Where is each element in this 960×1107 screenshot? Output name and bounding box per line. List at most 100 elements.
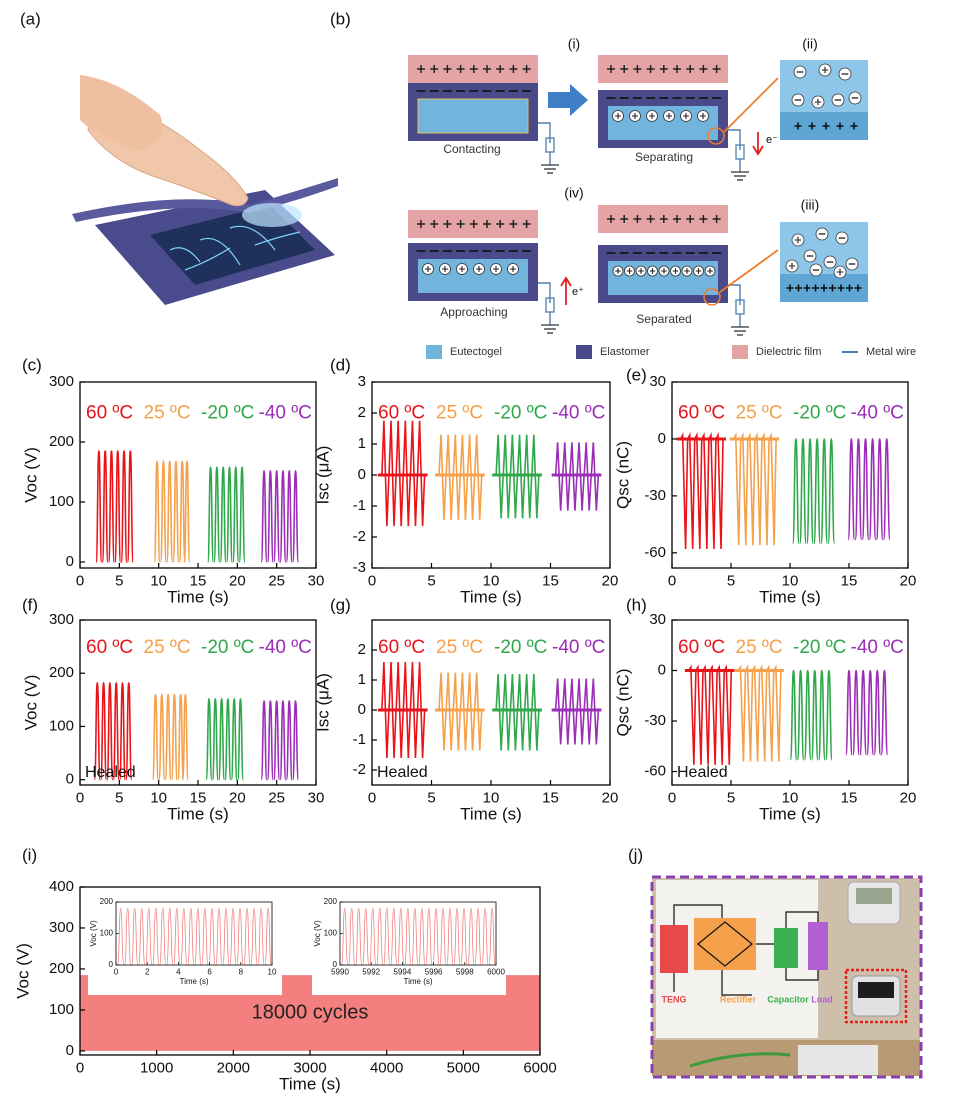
plus-sign bbox=[794, 236, 802, 244]
pulse bbox=[418, 907, 426, 966]
y-tick-label: 30 bbox=[649, 373, 666, 390]
pulse bbox=[211, 697, 219, 781]
plus-sign bbox=[522, 65, 531, 73]
legend-label: Dielectric film bbox=[756, 346, 821, 358]
pulse bbox=[266, 469, 274, 563]
series-label: 25 ºC bbox=[436, 403, 483, 424]
plus-sign bbox=[456, 65, 465, 73]
x-tick-label: 15 bbox=[190, 789, 207, 806]
pulse bbox=[880, 669, 889, 756]
plus-sign bbox=[820, 284, 828, 292]
circuit-label: Load bbox=[811, 994, 833, 1004]
plus-sign bbox=[509, 220, 518, 228]
pulse bbox=[416, 420, 426, 527]
y-tick-label: -30 bbox=[644, 712, 666, 729]
plus-sign bbox=[673, 215, 681, 223]
highlight-box bbox=[844, 968, 908, 1024]
series-label: 60 ºC bbox=[678, 403, 725, 424]
y-axis-title: Isc (μA) bbox=[313, 673, 332, 732]
pulse bbox=[516, 434, 526, 519]
pulse bbox=[404, 907, 412, 966]
spark bbox=[169, 247, 201, 263]
pulse bbox=[716, 664, 725, 765]
pulse bbox=[264, 907, 272, 966]
process-arrow bbox=[548, 84, 588, 116]
series-label: 60 ºC bbox=[86, 403, 133, 424]
pulse bbox=[219, 466, 227, 563]
pulse bbox=[118, 682, 127, 781]
plus-sign bbox=[854, 284, 862, 292]
pulse bbox=[754, 432, 763, 546]
pulse bbox=[531, 434, 540, 519]
spark bbox=[184, 247, 231, 271]
plus-sign bbox=[456, 220, 465, 228]
timer-screen bbox=[858, 982, 894, 998]
plus-sign bbox=[794, 122, 802, 130]
state-label: Separated bbox=[636, 312, 691, 326]
x-tick-label: 0 bbox=[76, 789, 84, 806]
x-axis-title: Time (s) bbox=[179, 977, 208, 986]
pulse bbox=[138, 907, 146, 966]
pulse bbox=[452, 434, 462, 520]
pulse bbox=[166, 907, 174, 966]
series-label: -20 ºC bbox=[201, 403, 254, 424]
y-tick-label: -60 bbox=[644, 762, 666, 779]
series-label: 60 ºC bbox=[678, 637, 725, 658]
x-tick-label: 15 bbox=[542, 572, 559, 589]
y-axis-title: Voc (V) bbox=[13, 943, 32, 999]
y-tick-label: 200 bbox=[49, 960, 74, 977]
annotation: Healed bbox=[85, 764, 136, 781]
y-tick-label: 100 bbox=[100, 929, 114, 938]
x-tick-label: 20 bbox=[900, 789, 917, 806]
pulse bbox=[273, 469, 281, 563]
pulse bbox=[803, 669, 812, 761]
x-tick-label: 0 bbox=[114, 967, 119, 976]
pulse bbox=[583, 442, 592, 511]
pulse bbox=[820, 438, 829, 545]
y-tick-label: -3 bbox=[353, 559, 366, 576]
state-label: Approaching bbox=[440, 305, 507, 319]
x-tick-label: 6000 bbox=[487, 967, 505, 976]
pulse bbox=[733, 432, 742, 546]
plus-sign bbox=[633, 65, 642, 73]
pulse bbox=[439, 907, 447, 966]
plus-sign bbox=[814, 98, 822, 106]
pulse bbox=[466, 434, 476, 520]
plus-sign bbox=[417, 65, 425, 73]
pulse bbox=[388, 420, 397, 527]
circuit-label: Rectifier bbox=[720, 994, 757, 1004]
plus-sign bbox=[443, 65, 452, 73]
eutectogel bbox=[417, 98, 529, 134]
y-tick-label: -1 bbox=[353, 731, 366, 748]
x-tick-label: 5 bbox=[727, 572, 735, 589]
x-axis-title: Time (s) bbox=[279, 1074, 341, 1093]
pulse bbox=[238, 466, 246, 563]
plus-sign bbox=[417, 220, 425, 228]
pulse bbox=[509, 673, 519, 751]
y-tick-label: 0 bbox=[109, 960, 114, 969]
pulse bbox=[181, 693, 190, 781]
pulse bbox=[873, 669, 882, 756]
pulse bbox=[688, 664, 697, 765]
x-tick-label: 5 bbox=[115, 572, 123, 589]
pulse bbox=[531, 673, 540, 751]
annotation: 18000 cycles bbox=[252, 1001, 369, 1023]
y-tick-label: 1 bbox=[358, 671, 366, 688]
legend-swatch bbox=[426, 345, 442, 359]
pulse bbox=[773, 664, 782, 762]
series-label: -40 ºC bbox=[552, 403, 605, 424]
pulse bbox=[291, 469, 300, 563]
pulse bbox=[466, 672, 476, 751]
pulse bbox=[824, 669, 833, 761]
series-label: 25 ºC bbox=[736, 637, 783, 658]
plus-sign bbox=[430, 220, 439, 228]
pulse bbox=[257, 907, 265, 966]
panel-label: (h) bbox=[626, 595, 647, 614]
plus-sign bbox=[458, 265, 466, 273]
x-tick-label: 30 bbox=[308, 572, 325, 589]
pulse bbox=[152, 907, 160, 966]
plus-sign bbox=[659, 215, 668, 223]
series-label: -40 ºC bbox=[259, 403, 312, 424]
pulse bbox=[117, 907, 125, 966]
plus-sign bbox=[837, 284, 845, 292]
